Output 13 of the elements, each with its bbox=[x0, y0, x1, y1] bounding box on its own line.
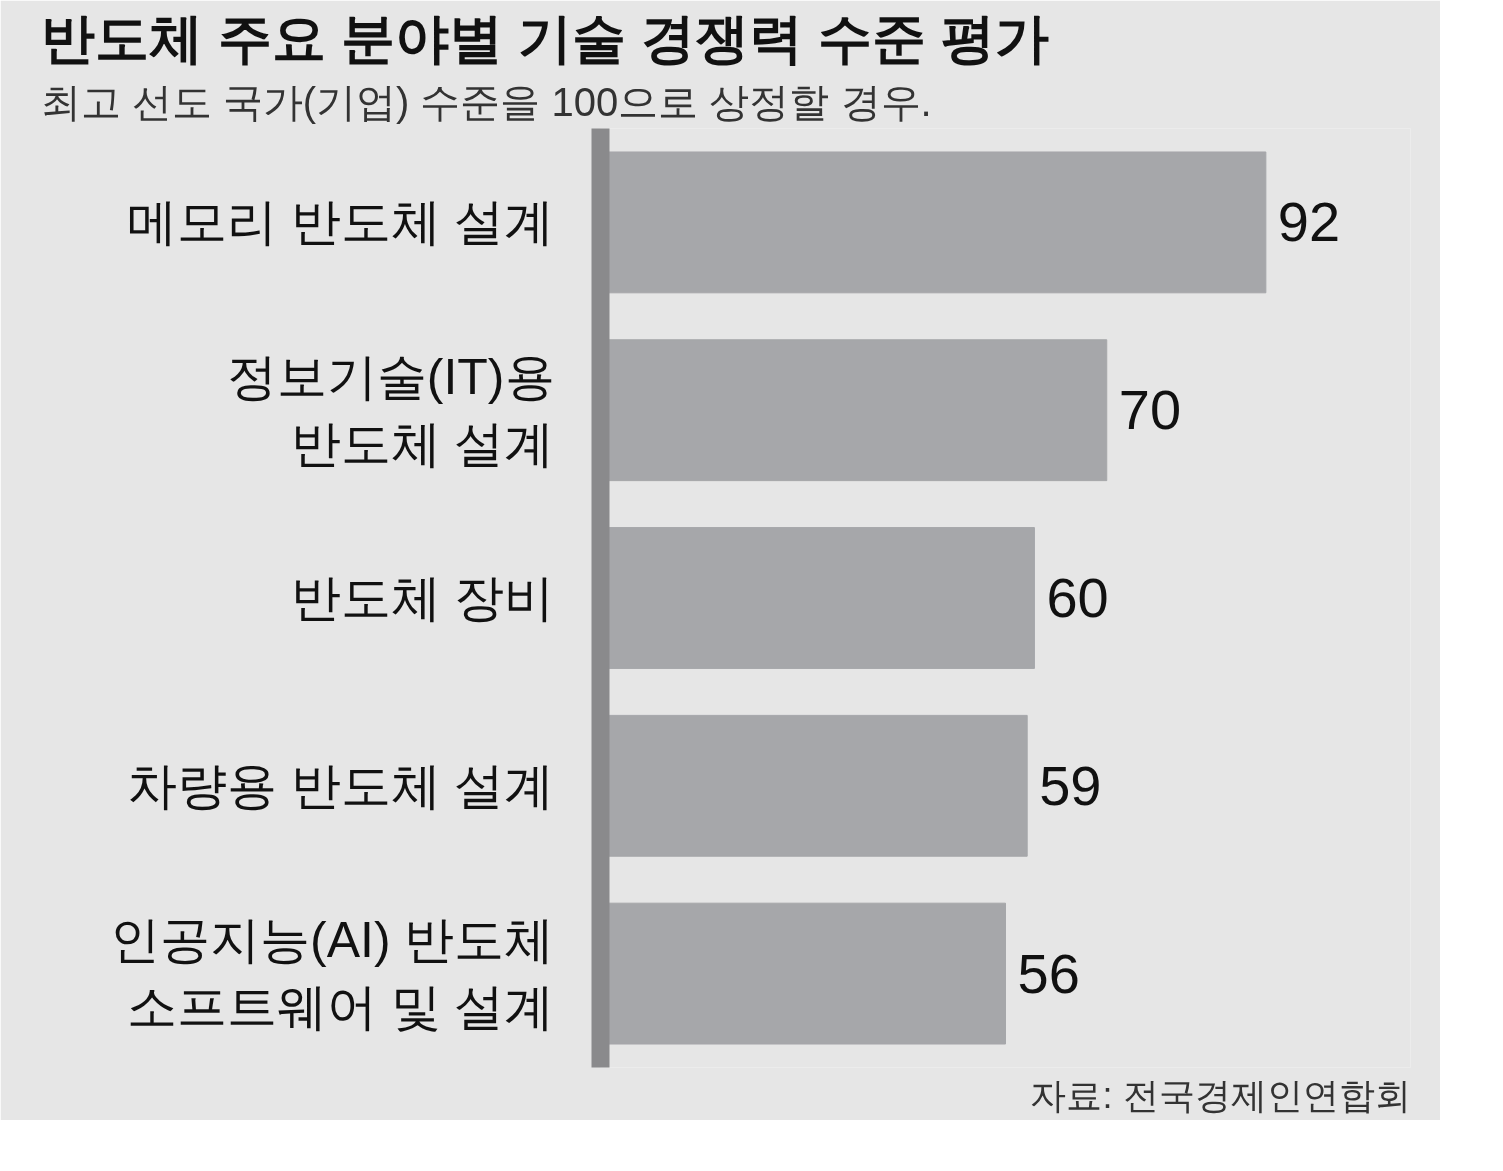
y-tick-label: 인공지능(AI) 반도체 소프트웨어 및 설계 bbox=[110, 912, 555, 1036]
data-label: 70 bbox=[1118, 378, 1182, 442]
y-tick-label: 메모리 반도체 설계 bbox=[126, 194, 555, 251]
y-tick-label: 차량용 반도체 설계 bbox=[126, 757, 555, 814]
chart-title: 반도체 주요 분야별 기술 경쟁력 수준 평가 bbox=[40, 7, 1049, 68]
data-label: 59 bbox=[1039, 753, 1102, 817]
text: 자료: 전국경제인연합회 bbox=[1030, 1074, 1411, 1116]
data-label: 92 bbox=[1277, 190, 1341, 254]
y-tick-label: 정보기술(IT)용 반도체 설계 bbox=[226, 348, 555, 472]
chart-subtitle: 최고 선도 국가(기업) 수준을 100으로 상정할 경우. bbox=[40, 79, 932, 124]
data-label: 56 bbox=[1017, 941, 1080, 1005]
y-tick-label: 반도체 장비 bbox=[290, 570, 555, 626]
data-label: 60 bbox=[1046, 566, 1109, 629]
